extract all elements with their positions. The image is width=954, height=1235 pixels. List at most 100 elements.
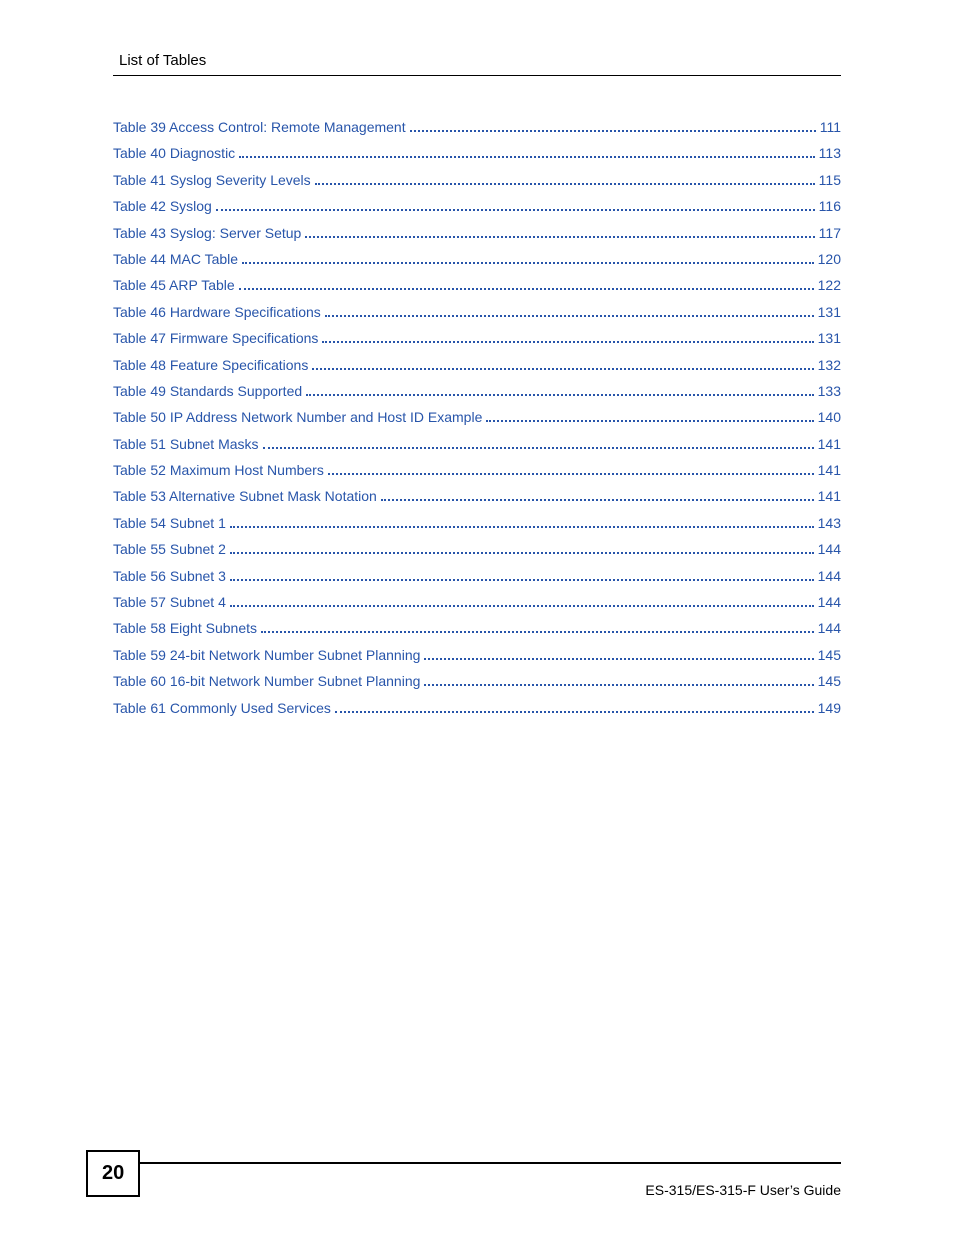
toc-entry-page[interactable]: 141 bbox=[818, 435, 841, 454]
toc-entry: Table 48 Feature Specifications 132 bbox=[113, 356, 841, 375]
page-number: 20 bbox=[86, 1150, 140, 1197]
footer-row: 20 ES-315/ES-315-F User’s Guide bbox=[86, 1162, 841, 1209]
toc-entry: Table 57 Subnet 4 144 bbox=[113, 593, 841, 612]
toc-entry: Table 61 Commonly Used Services 149 bbox=[113, 699, 841, 718]
toc-leader-dots bbox=[486, 420, 813, 422]
toc-entry-page[interactable]: 113 bbox=[819, 144, 841, 163]
toc-entry-page[interactable]: 115 bbox=[819, 171, 841, 190]
toc-entry-page[interactable]: 131 bbox=[818, 329, 841, 348]
toc-entry-label[interactable]: Table 52 Maximum Host Numbers bbox=[113, 461, 324, 480]
toc-entry: Table 52 Maximum Host Numbers 141 bbox=[113, 461, 841, 480]
toc-entry-label[interactable]: Table 55 Subnet 2 bbox=[113, 540, 226, 559]
toc-entry-label[interactable]: Table 54 Subnet 1 bbox=[113, 514, 226, 533]
toc-leader-dots bbox=[410, 130, 816, 132]
toc-entry-page[interactable]: 141 bbox=[818, 461, 841, 480]
toc-entry: Table 47 Firmware Specifications 131 bbox=[113, 329, 841, 348]
toc-entry-label[interactable]: Table 60 16-bit Network Number Subnet Pl… bbox=[113, 672, 420, 691]
toc-leader-dots bbox=[230, 605, 814, 607]
toc-entry: Table 50 IP Address Network Number and H… bbox=[113, 408, 841, 427]
toc-leader-dots bbox=[263, 447, 814, 449]
toc-entry-page[interactable]: 111 bbox=[820, 118, 841, 137]
toc-entry-page[interactable]: 144 bbox=[818, 619, 841, 638]
toc-leader-dots bbox=[230, 579, 814, 581]
toc-leader-dots bbox=[261, 631, 814, 633]
toc-entry: Table 41 Syslog Severity Levels 115 bbox=[113, 171, 841, 190]
toc-leader-dots bbox=[242, 262, 814, 264]
toc-entry: Table 45 ARP Table 122 bbox=[113, 276, 841, 295]
toc-entry-page[interactable]: 143 bbox=[818, 514, 841, 533]
toc-entry: Table 42 Syslog 116 bbox=[113, 197, 841, 216]
toc-leader-dots bbox=[239, 288, 814, 290]
toc-leader-dots bbox=[335, 711, 814, 713]
toc-leader-dots bbox=[306, 394, 814, 396]
toc-entry: Table 40 Diagnostic 113 bbox=[113, 144, 841, 163]
toc-entry: Table 39 Access Control: Remote Manageme… bbox=[113, 118, 841, 137]
toc-entry-page[interactable]: 131 bbox=[818, 303, 841, 322]
toc-entry-label[interactable]: Table 59 24-bit Network Number Subnet Pl… bbox=[113, 646, 420, 665]
toc-entry-page[interactable]: 144 bbox=[818, 593, 841, 612]
toc-entry-label[interactable]: Table 42 Syslog bbox=[113, 197, 212, 216]
toc-leader-dots bbox=[325, 315, 814, 317]
toc-entry-page[interactable]: 140 bbox=[818, 408, 841, 427]
toc-leader-dots bbox=[230, 552, 814, 554]
footer-guide-text: ES-315/ES-315-F User’s Guide bbox=[645, 1174, 841, 1198]
page-content: List of Tables Table 39 Access Control: … bbox=[0, 0, 954, 717]
toc-entry-label[interactable]: Table 49 Standards Supported bbox=[113, 382, 302, 401]
toc-entry-label[interactable]: Table 41 Syslog Severity Levels bbox=[113, 171, 311, 190]
toc-entry-page[interactable]: 116 bbox=[819, 197, 841, 216]
toc-entry: Table 56 Subnet 3 144 bbox=[113, 567, 841, 586]
toc-entry: Table 54 Subnet 1 143 bbox=[113, 514, 841, 533]
toc-entry: Table 58 Eight Subnets 144 bbox=[113, 619, 841, 638]
toc-entry-page[interactable]: 144 bbox=[818, 540, 841, 559]
toc-entry-page[interactable]: 117 bbox=[819, 224, 841, 243]
toc-entry-label[interactable]: Table 51 Subnet Masks bbox=[113, 435, 259, 454]
toc-entry-page[interactable]: 149 bbox=[818, 699, 841, 718]
toc-entry-page[interactable]: 144 bbox=[818, 567, 841, 586]
toc-leader-dots bbox=[305, 236, 814, 238]
toc-leader-dots bbox=[424, 684, 813, 686]
toc-entry-label[interactable]: Table 48 Feature Specifications bbox=[113, 356, 308, 375]
toc-leader-dots bbox=[381, 499, 814, 501]
toc-entry: Table 59 24-bit Network Number Subnet Pl… bbox=[113, 646, 841, 665]
toc-list: Table 39 Access Control: Remote Manageme… bbox=[113, 118, 841, 717]
toc-entry-page[interactable]: 145 bbox=[818, 646, 841, 665]
toc-entry-page[interactable]: 141 bbox=[818, 487, 841, 506]
toc-leader-dots bbox=[230, 526, 814, 528]
toc-leader-dots bbox=[328, 473, 814, 475]
toc-entry: Table 60 16-bit Network Number Subnet Pl… bbox=[113, 672, 841, 691]
toc-leader-dots bbox=[216, 209, 815, 211]
toc-entry-label[interactable]: Table 50 IP Address Network Number and H… bbox=[113, 408, 482, 427]
header-title: List of Tables bbox=[113, 52, 841, 69]
toc-entry-page[interactable]: 133 bbox=[818, 382, 841, 401]
toc-entry-page[interactable]: 120 bbox=[818, 250, 841, 269]
toc-entry-page[interactable]: 145 bbox=[818, 672, 841, 691]
toc-entry: Table 55 Subnet 2 144 bbox=[113, 540, 841, 559]
toc-entry-label[interactable]: Table 40 Diagnostic bbox=[113, 144, 235, 163]
toc-entry: Table 44 MAC Table 120 bbox=[113, 250, 841, 269]
toc-leader-dots bbox=[322, 341, 813, 343]
page-header: List of Tables bbox=[113, 52, 841, 76]
toc-entry: Table 43 Syslog: Server Setup 117 bbox=[113, 224, 841, 243]
toc-leader-dots bbox=[315, 183, 815, 185]
toc-entry: Table 51 Subnet Masks 141 bbox=[113, 435, 841, 454]
toc-entry: Table 46 Hardware Specifications 131 bbox=[113, 303, 841, 322]
toc-entry-label[interactable]: Table 53 Alternative Subnet Mask Notatio… bbox=[113, 487, 377, 506]
toc-entry-label[interactable]: Table 46 Hardware Specifications bbox=[113, 303, 321, 322]
toc-leader-dots bbox=[312, 368, 813, 370]
toc-entry-page[interactable]: 122 bbox=[818, 276, 841, 295]
page-footer: 20 ES-315/ES-315-F User’s Guide bbox=[0, 1162, 954, 1209]
toc-entry-label[interactable]: Table 61 Commonly Used Services bbox=[113, 699, 331, 718]
toc-entry-label[interactable]: Table 56 Subnet 3 bbox=[113, 567, 226, 586]
toc-entry-label[interactable]: Table 39 Access Control: Remote Manageme… bbox=[113, 118, 406, 137]
toc-entry: Table 53 Alternative Subnet Mask Notatio… bbox=[113, 487, 841, 506]
toc-entry-label[interactable]: Table 44 MAC Table bbox=[113, 250, 238, 269]
toc-entry-label[interactable]: Table 45 ARP Table bbox=[113, 276, 235, 295]
toc-entry-label[interactable]: Table 58 Eight Subnets bbox=[113, 619, 257, 638]
toc-entry-label[interactable]: Table 47 Firmware Specifications bbox=[113, 329, 318, 348]
toc-entry-label[interactable]: Table 57 Subnet 4 bbox=[113, 593, 226, 612]
toc-entry-page[interactable]: 132 bbox=[818, 356, 841, 375]
toc-entry: Table 49 Standards Supported 133 bbox=[113, 382, 841, 401]
toc-entry-label[interactable]: Table 43 Syslog: Server Setup bbox=[113, 224, 301, 243]
toc-leader-dots bbox=[239, 156, 814, 158]
toc-leader-dots bbox=[424, 658, 813, 660]
